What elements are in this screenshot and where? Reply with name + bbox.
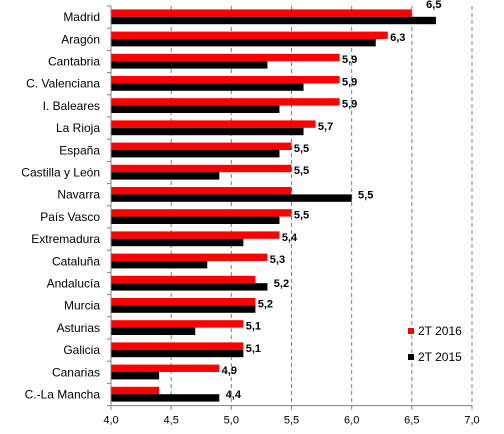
data-label: 5,4 (282, 232, 298, 244)
x-tick-label: 4,0 (103, 415, 118, 427)
bar-2016 (111, 386, 160, 395)
category-label: España (59, 143, 100, 157)
bar-2015 (111, 305, 256, 313)
data-label: 5,7 (318, 121, 333, 133)
bar-2015 (111, 327, 196, 335)
data-label: 5,5 (358, 189, 373, 201)
category-labels: Madrid Aragón Cantabria C. Valenciana I. Bal… (21, 10, 100, 401)
data-label: 5,1 (246, 321, 261, 333)
bar-2016 (111, 320, 244, 328)
bar-2015 (111, 105, 280, 113)
data-label: 5,5 (294, 165, 309, 177)
x-tick-label: 6,5 (404, 415, 419, 427)
x-tick-label: 7,0 (464, 415, 479, 427)
bar-2016 (111, 187, 292, 195)
category-label: Galicia (63, 343, 100, 357)
category-label: Canarias (52, 365, 100, 379)
bar-2016 (111, 31, 388, 39)
bar-2015 (111, 172, 220, 180)
bar-2016 (111, 142, 292, 150)
category-label: Madrid (63, 10, 100, 24)
x-tick-label: 4,5 (164, 415, 179, 427)
bar-2016 (111, 231, 280, 239)
data-label: 6,5 (426, 0, 441, 11)
bar-2015 (111, 372, 160, 380)
tick-labels: 4,0 4,5 5,0 5,5 6,0 6,5 7,0 (103, 415, 479, 427)
bar-2015 (111, 127, 304, 136)
bar-2015 (111, 238, 244, 247)
bar-2016 (111, 364, 220, 372)
bar-2016 (111, 275, 256, 284)
data-label: 6,3 (390, 32, 405, 44)
data-label: 5,2 (274, 278, 289, 290)
bar-2016 (111, 98, 340, 106)
bar-2015 (111, 83, 304, 91)
data-label: 5,9 (342, 99, 357, 111)
category-label: Asturias (57, 321, 100, 335)
bar-2016 (111, 120, 316, 128)
data-label: 5,1 (246, 343, 261, 355)
data-labels: 6,56,35,95,95,95,75,55,55,55,55,45,35,25… (222, 0, 442, 401)
category-label: I. Baleares (43, 99, 100, 113)
data-label: 5,3 (270, 254, 285, 266)
data-label: 4,9 (222, 365, 237, 377)
data-label: 5,5 (294, 143, 309, 155)
bar-2015 (111, 261, 208, 269)
data-label: 5,9 (342, 76, 357, 88)
bar-2016 (111, 253, 268, 261)
x-tick-label: 5,0 (224, 415, 239, 427)
category-label: Murcia (64, 299, 100, 313)
bar-2015 (111, 16, 436, 25)
legend-swatch-2015 (408, 354, 414, 360)
data-label: 5,5 (294, 210, 309, 222)
category-label: Castilla y León (21, 166, 100, 180)
data-label: 4,4 (226, 389, 242, 401)
bar-2016 (111, 298, 256, 306)
x-tick-label: 5,5 (284, 415, 299, 427)
data-label: 5,9 (342, 54, 357, 66)
category-label: Cataluña (52, 254, 100, 268)
category-label: País Vasco (40, 210, 100, 224)
category-label: Aragón (61, 32, 100, 46)
bar-2015 (111, 216, 280, 224)
bar-2016 (111, 209, 292, 217)
category-label: C.-La Mancha (25, 388, 101, 402)
bar-2016 (111, 164, 292, 173)
category-label: C. Valenciana (26, 77, 100, 91)
legend-label: 2T 2015 (418, 350, 462, 364)
legend: 2T 2016 2T 2015 (408, 324, 462, 364)
category-label: Extremadura (31, 232, 100, 246)
bar-2016 (111, 76, 340, 84)
category-label: La Rioja (56, 121, 100, 135)
legend-label: 2T 2016 (418, 324, 462, 338)
bars (111, 9, 436, 402)
bar-2015 (111, 194, 352, 202)
bar-2015 (111, 150, 280, 158)
category-label: Andalucía (47, 277, 101, 291)
data-label: 5,2 (258, 298, 273, 310)
bar-2015 (111, 349, 244, 358)
legend-swatch-2016 (408, 328, 414, 334)
bar-2016 (111, 9, 412, 17)
grid-lines (170, 6, 473, 406)
bar-2015 (111, 39, 376, 47)
bar-2015 (111, 283, 268, 291)
bar-2015 (111, 394, 220, 402)
category-label: Cantabria (48, 55, 100, 69)
category-label: Navarra (57, 188, 100, 202)
bar-2016 (111, 53, 340, 62)
bar-2015 (111, 61, 268, 69)
bar-2016 (111, 342, 244, 350)
axes (107, 5, 473, 410)
x-tick-label: 6,0 (344, 415, 359, 427)
